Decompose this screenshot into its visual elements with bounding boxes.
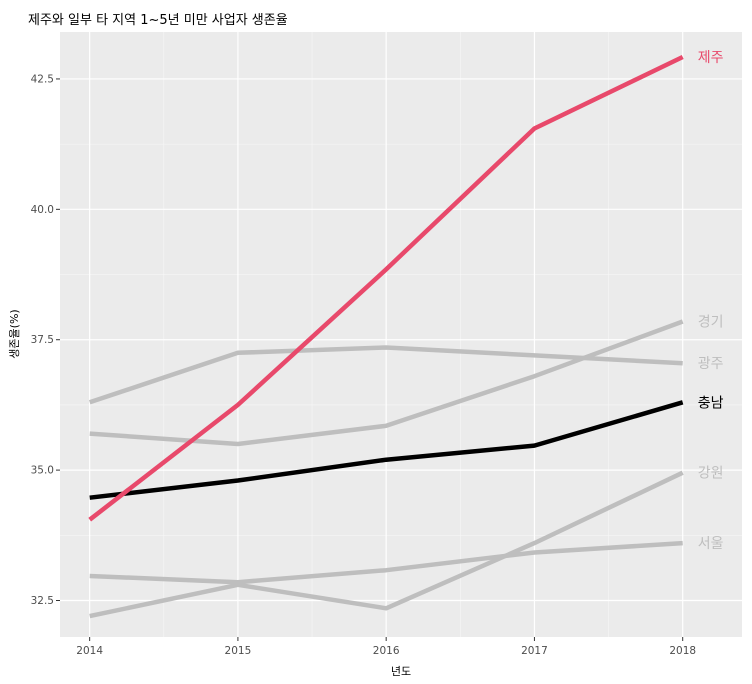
chart-title: 제주와 일부 타 지역 1~5년 미만 사업자 생존율 [28,13,288,28]
y-axis-ticks: 32.5 35.0 37.5 40.0 42.5 [31,73,60,607]
end-label-경기: 경기 [698,314,724,330]
series-lines [88,54,684,619]
y-tick-label: 42.5 [31,73,54,85]
series-line-충남 [89,400,684,500]
y-tick-label: 40.0 [31,204,54,216]
plot-panel [60,32,742,637]
x-tick-label: 2015 [225,645,252,657]
x-tick-label: 2017 [521,645,548,657]
x-tick-label: 2014 [76,645,103,657]
y-axis-title: 생존율(%) [8,309,21,358]
series-line-강원 [89,470,684,619]
end-label-강원: 강원 [698,466,724,482]
x-tick-label: 2016 [373,645,400,657]
x-tick-label: 2018 [669,645,696,657]
series-line-서울 [89,540,683,585]
y-tick-label: 37.5 [31,334,54,346]
end-label-충남: 충남 [698,395,724,411]
end-label-서울: 서울 [698,536,724,552]
y-tick-label: 35.0 [31,465,54,477]
y-tick-label: 32.5 [31,595,54,607]
x-axis-title: 년도 [391,665,411,678]
series-line-제주 [88,54,684,522]
end-label-광주: 광주 [698,356,724,372]
x-axis-ticks: 2014 2015 2016 2017 2018 [76,637,696,657]
end-label-제주: 제주 [698,50,724,66]
